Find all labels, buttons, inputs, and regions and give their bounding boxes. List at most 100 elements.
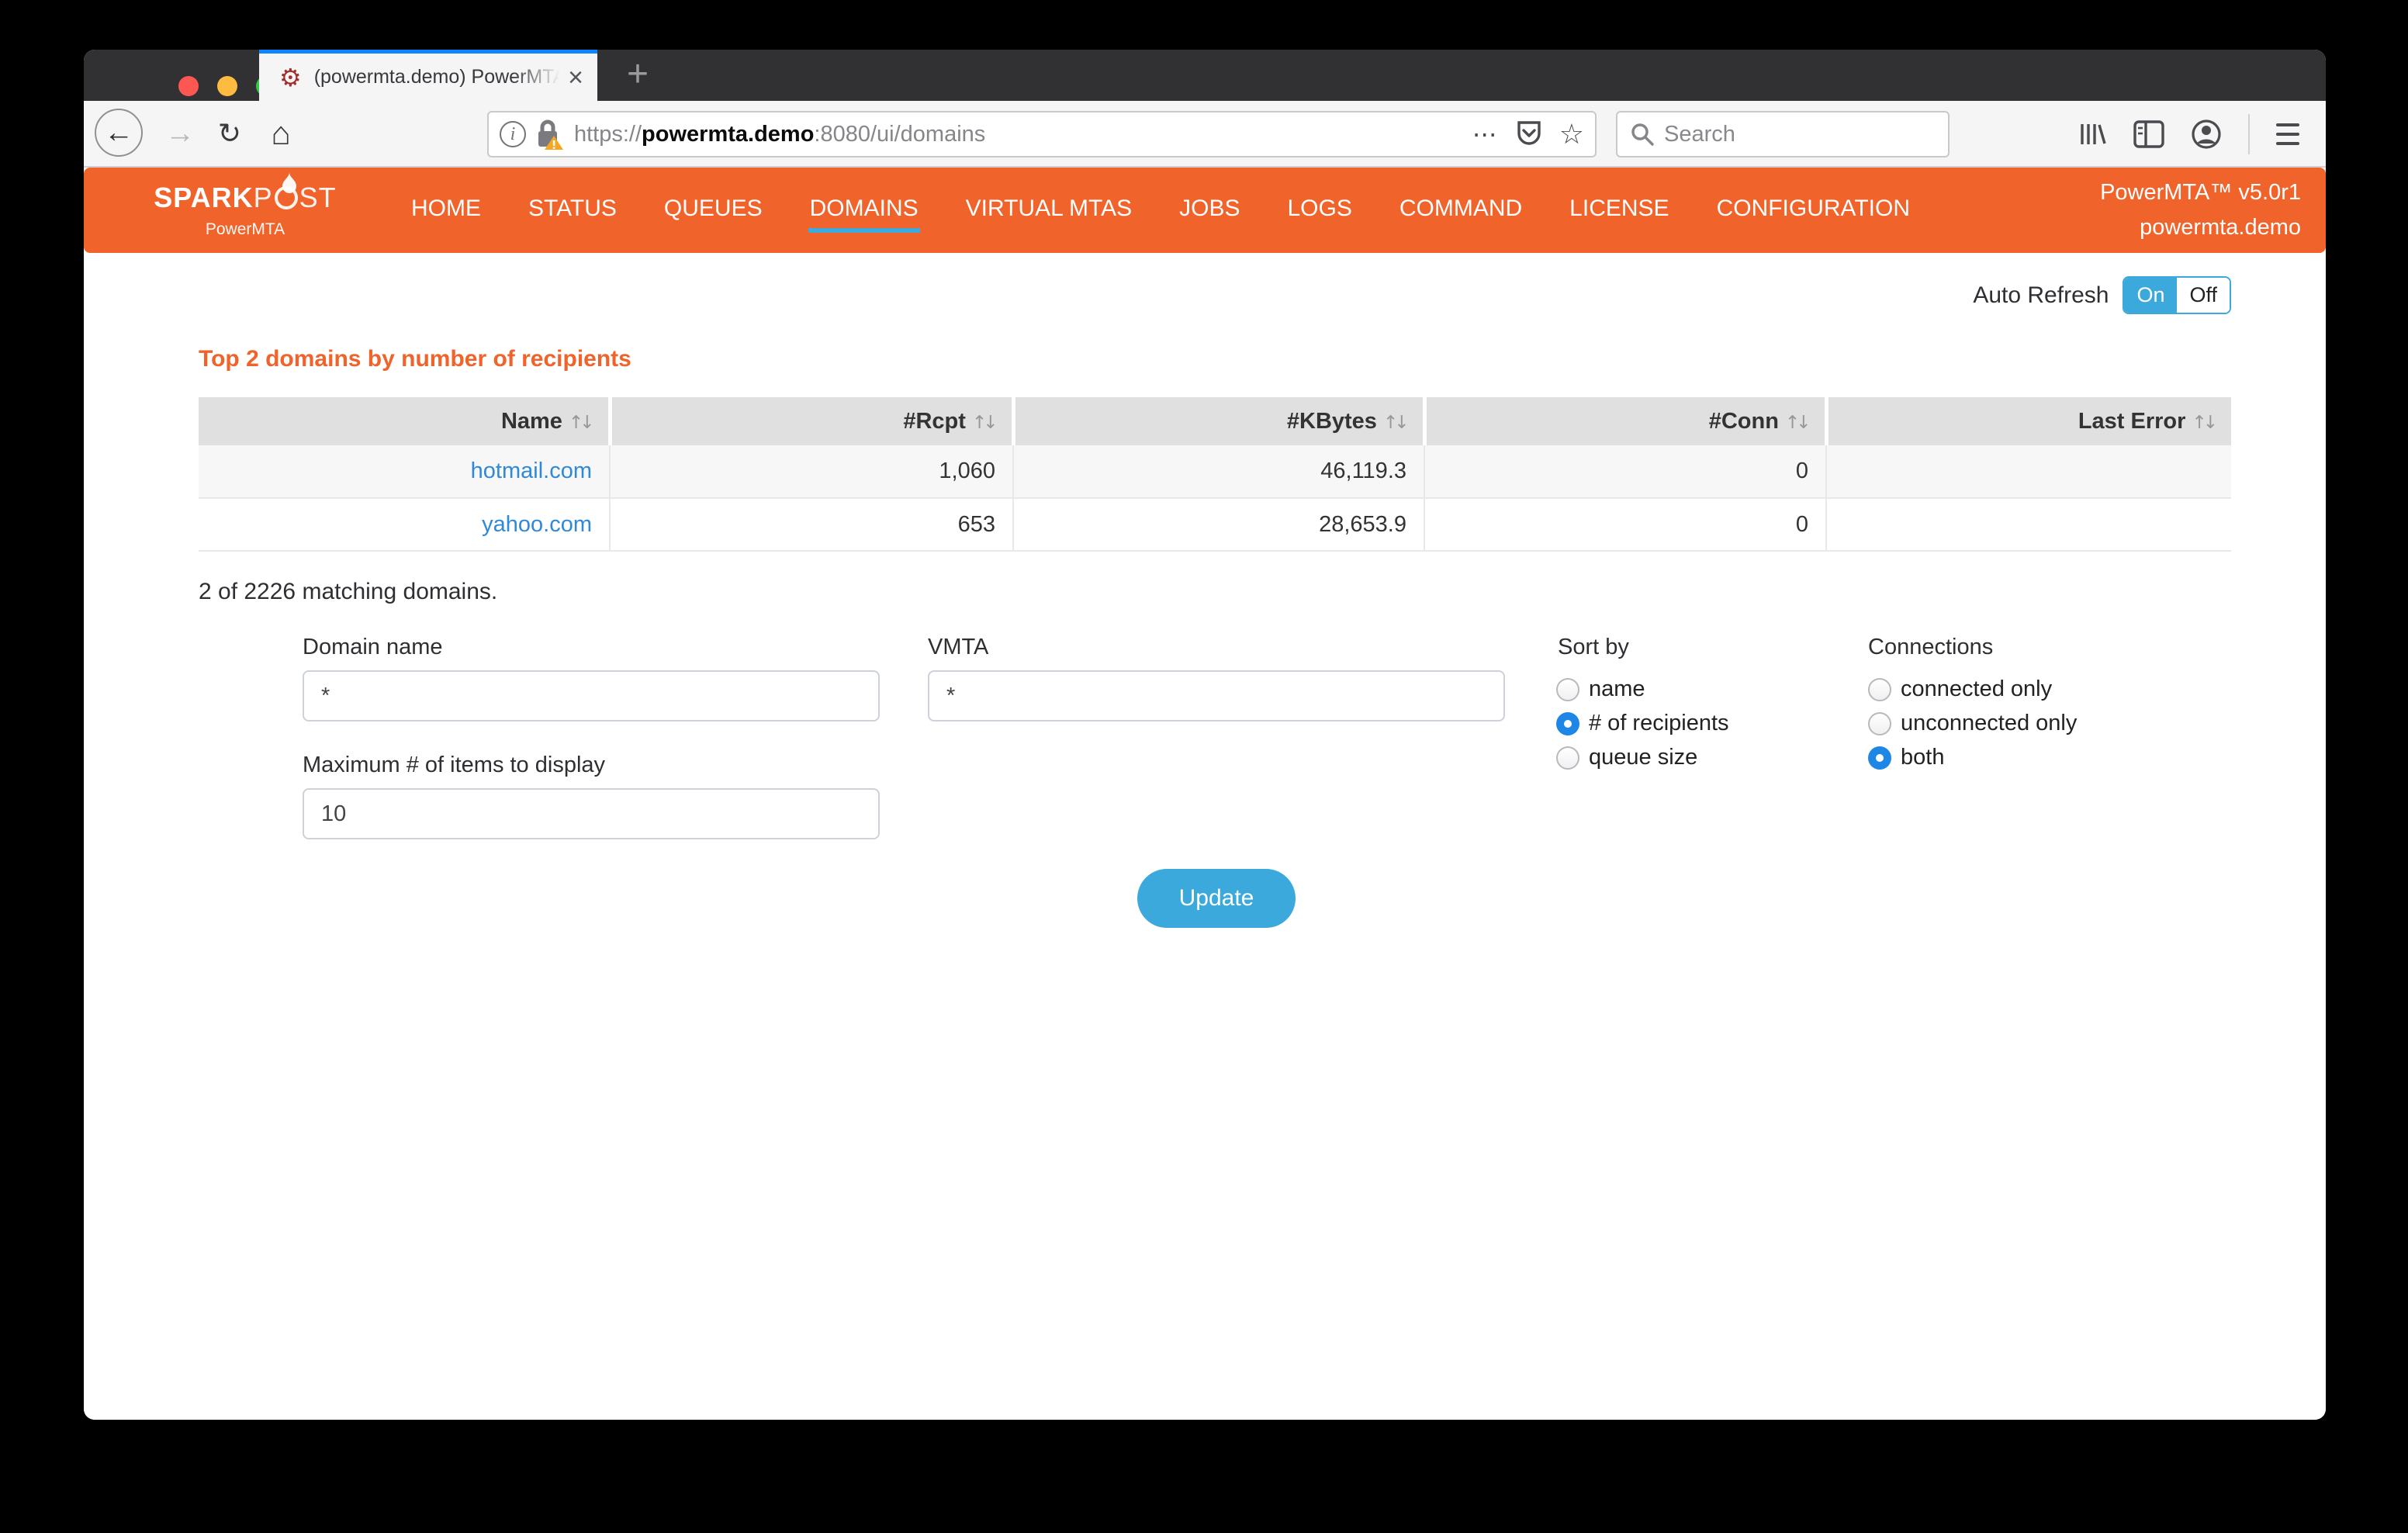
conn-cell: 0 <box>1424 445 1826 499</box>
radio-label: queue size <box>1589 745 1698 770</box>
gear-favicon-icon: ⚙ <box>279 63 302 92</box>
domain-cell: yahoo.com <box>199 498 610 552</box>
connections-option-connected[interactable]: connected only <box>1868 677 2052 702</box>
domain-name-label: Domain name <box>303 635 443 659</box>
reload-icon: ↻ <box>217 117 242 149</box>
logo-text-light: P <box>253 182 273 213</box>
table-row: hotmail.com 1,060 46,119.3 0 <box>199 445 2231 499</box>
home-icon: ⌂ <box>271 115 291 151</box>
sort-icon: ↑↓ <box>1784 412 1811 433</box>
sparkpost-logo[interactable]: SPARK P ST PowerMTA <box>129 172 362 239</box>
auto-refresh-on-button[interactable]: On <box>2124 278 2178 313</box>
menu-icon[interactable] <box>2276 123 2299 145</box>
nav-item-command[interactable]: COMMAND <box>1399 196 1523 221</box>
bookmark-star-icon[interactable]: ☆ <box>1559 118 1584 150</box>
toolbar-right-icons <box>2078 101 2299 168</box>
pocket-icon[interactable] <box>1516 120 1542 148</box>
domain-cell: hotmail.com <box>199 445 610 499</box>
forward-button[interactable]: → <box>158 112 202 155</box>
column-header-name[interactable]: Name ↑↓ <box>199 397 610 445</box>
search-box[interactable] <box>1616 111 1950 157</box>
auto-refresh-toggle: On Off <box>2123 276 2231 314</box>
logo-text-bold: SPARK <box>154 182 254 213</box>
domains-table: Name ↑↓ #Rcpt ↑↓ #KBytes ↑↓ #Conn ↑↓ Last Er… <box>199 397 2231 552</box>
nav-item-virtual-mtas[interactable]: VIRTUAL MTAS <box>965 196 1133 221</box>
radio-checked-icon[interactable] <box>1868 746 1891 770</box>
logo-subtitle: PowerMTA <box>205 220 285 238</box>
close-tab-icon[interactable]: × <box>568 62 583 92</box>
version-info: PowerMTA™ v5.0r1 powermta.demo <box>2100 175 2301 245</box>
sort-option-recipients[interactable]: # of recipients <box>1556 711 1729 736</box>
column-header-rcpt[interactable]: #Rcpt ↑↓ <box>607 397 1013 445</box>
radio-label: # of recipients <box>1589 711 1729 735</box>
rcpt-cell: 653 <box>609 498 1013 552</box>
version-line: PowerMTA™ v5.0r1 <box>2100 180 2301 206</box>
domain-name-input[interactable] <box>303 670 880 722</box>
tab-bar: ⚙ (powermta.demo) PowerMTA W × + <box>84 50 2326 101</box>
logo-text-light2: ST <box>299 182 337 213</box>
sort-option-queue-size[interactable]: queue size <box>1556 745 1697 770</box>
connections-option-both[interactable]: both <box>1868 745 1944 770</box>
home-button[interactable]: ⌂ <box>259 112 303 155</box>
radio-checked-icon[interactable] <box>1556 711 1579 735</box>
close-window-button[interactable] <box>178 76 199 96</box>
nav-item-jobs[interactable]: JOBS <box>1179 196 1240 221</box>
forward-icon: → <box>165 116 195 150</box>
page-actions-icon[interactable]: ⋯ <box>1472 120 1499 148</box>
column-header-kbytes[interactable]: #KBytes ↑↓ <box>1011 397 1424 445</box>
radio-label: name <box>1589 677 1645 701</box>
browser-tab[interactable]: ⚙ (powermta.demo) PowerMTA W × <box>259 50 597 101</box>
back-icon: ← <box>104 116 133 149</box>
radio-icon[interactable] <box>1868 677 1891 701</box>
sort-icon: ↑↓ <box>1382 412 1410 433</box>
account-icon[interactable] <box>2191 119 2222 150</box>
app-navbar: SPARK P ST PowerMTA HOME STATUS QUEUES DOM… <box>84 168 2326 253</box>
minimize-window-button[interactable] <box>217 76 237 96</box>
url-bar[interactable]: i https://powermta.demo:8080/ui/domains … <box>487 111 1597 157</box>
search-icon <box>1630 122 1655 147</box>
lock-warning-icon[interactable] <box>535 119 563 150</box>
new-tab-button[interactable]: + <box>627 54 649 95</box>
kbytes-cell: 28,653.9 <box>1012 498 1424 552</box>
browser-toolbar: ← → ↻ ⌂ i https://powermta.demo:8080/ui/… <box>84 101 2326 168</box>
nav-item-queues[interactable]: QUEUES <box>663 196 763 221</box>
radio-icon[interactable] <box>1556 746 1579 770</box>
library-icon[interactable] <box>2078 119 2107 149</box>
page-content: Auto Refresh On Off Top 2 domains by num… <box>84 253 2326 1420</box>
domain-link[interactable]: hotmail.com <box>470 459 592 483</box>
kbytes-cell: 46,119.3 <box>1012 445 1424 499</box>
connections-label: Connections <box>1868 635 1994 659</box>
nav-item-status[interactable]: STATUS <box>528 196 617 221</box>
radio-label: both <box>1901 745 1945 770</box>
sort-icon: ↑↓ <box>2192 412 2218 433</box>
conn-cell: 0 <box>1424 498 1826 552</box>
update-button[interactable]: Update <box>1137 869 1296 928</box>
vmta-label: VMTA <box>928 635 989 659</box>
back-button[interactable]: ← <box>95 109 143 157</box>
reload-button[interactable]: ↻ <box>208 112 251 155</box>
max-items-input[interactable] <box>303 788 880 839</box>
auto-refresh-control: Auto Refresh On Off <box>1973 276 2231 314</box>
nav-item-home[interactable]: HOME <box>411 196 481 221</box>
nav-item-configuration[interactable]: CONFIGURATION <box>1716 196 1910 221</box>
radio-label: unconnected only <box>1901 711 2078 735</box>
auto-refresh-off-button[interactable]: Off <box>2177 278 2230 313</box>
sidebar-icon[interactable] <box>2133 120 2164 148</box>
radio-icon[interactable] <box>1868 711 1891 735</box>
column-header-conn[interactable]: #Conn ↑↓ <box>1422 397 1826 445</box>
tab-title-fade <box>514 66 561 88</box>
radio-icon[interactable] <box>1556 677 1579 701</box>
info-icon[interactable]: i <box>500 121 526 147</box>
vmta-input[interactable] <box>928 670 1505 722</box>
sort-option-name[interactable]: name <box>1556 677 1645 702</box>
column-header-last-error[interactable]: Last Error ↑↓ <box>1824 397 2231 445</box>
domain-link[interactable]: yahoo.com <box>482 511 592 537</box>
nav-item-domains[interactable]: DOMAINS <box>808 188 920 233</box>
connections-option-unconnected[interactable]: unconnected only <box>1868 711 2077 736</box>
nav-item-logs[interactable]: LOGS <box>1287 196 1352 221</box>
search-input[interactable] <box>1664 121 1936 147</box>
url-actions: ⋯ ☆ <box>1472 118 1584 151</box>
nav-item-license[interactable]: LICENSE <box>1569 196 1669 221</box>
last-error-cell <box>1825 498 2231 552</box>
max-items-label: Maximum # of items to display <box>303 753 606 777</box>
